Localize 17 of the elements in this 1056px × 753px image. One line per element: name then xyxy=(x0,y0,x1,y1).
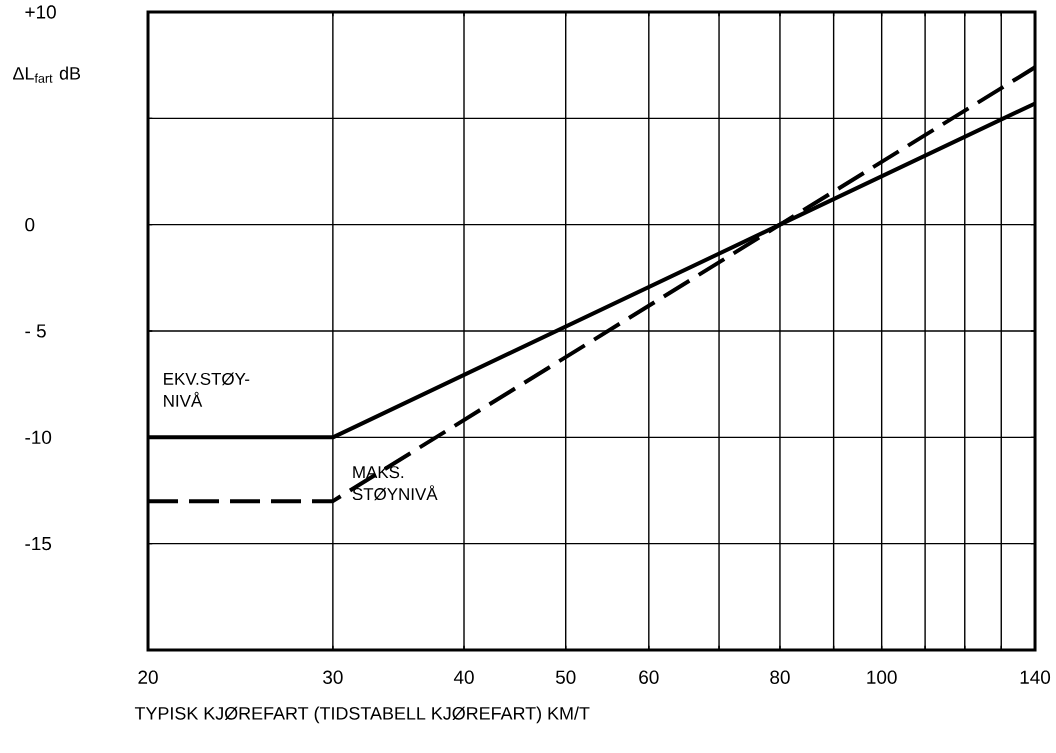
x-tick-label: 50 xyxy=(555,670,576,684)
x-tick-label: 30 xyxy=(323,670,343,684)
x-tick-label: 20 xyxy=(138,670,158,684)
x-tick-label: 60 xyxy=(639,670,659,684)
series-label: MAKS. STØYNIVÅ xyxy=(352,466,438,501)
x-tick-label: 140 xyxy=(1020,670,1051,684)
x-tick-label: 80 xyxy=(770,670,790,684)
y-tick-label: - 5 xyxy=(25,324,46,338)
x-tick-label: 40 xyxy=(453,670,474,684)
y-tick-label: +10 xyxy=(25,5,56,19)
y-axis-title: ΔL$_{fart}$ dB xyxy=(13,66,81,83)
series-label: EKV.STØY-NIVÅ xyxy=(164,372,250,407)
y-tick-label: -15 xyxy=(25,537,52,551)
y-tick-label: 0 xyxy=(25,217,35,232)
y-tick-label: -10 xyxy=(25,430,52,445)
x-axis-title: TYPISK KJØREFART (TIDSTABELL KJØREFART) KM/T xyxy=(134,706,590,724)
x-tick-label: 100 xyxy=(867,670,897,684)
